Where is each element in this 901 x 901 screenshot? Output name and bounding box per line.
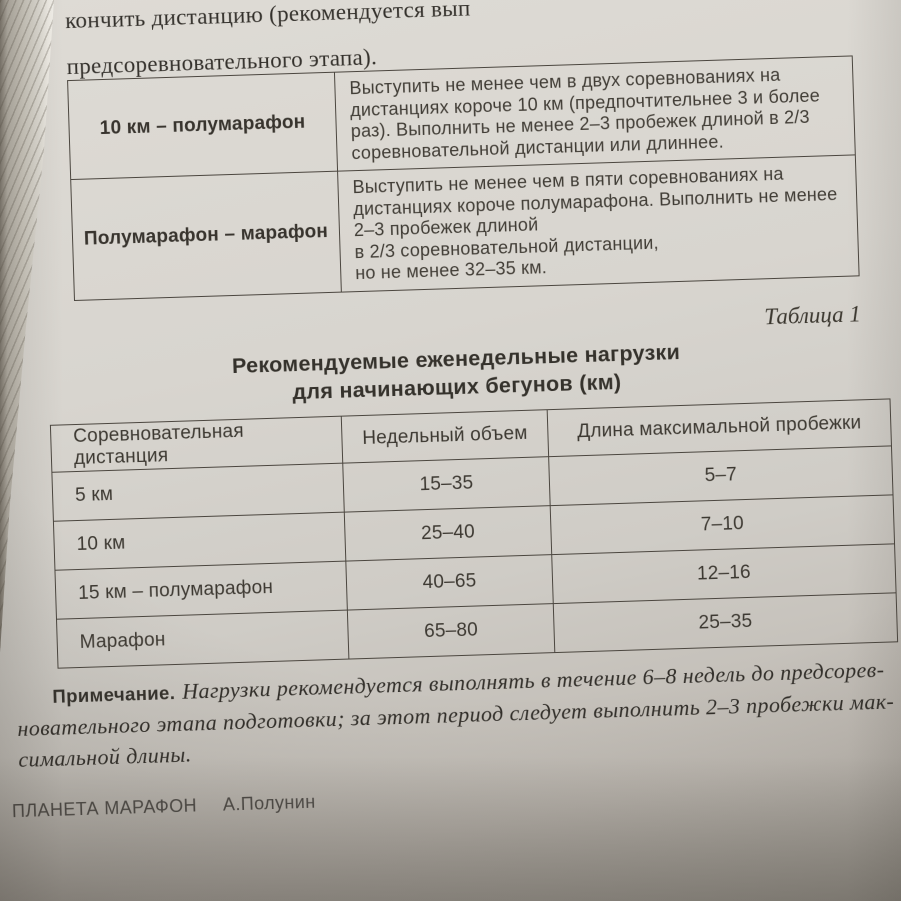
footer-brand: ПЛАНЕТА МАРАФОН — [11, 795, 198, 822]
max-run-cell: 25–35 — [553, 592, 898, 653]
weekly-volume-cell: 15–35 — [342, 456, 551, 513]
note-paragraph: Примечание. Нагрузки рекомендуется выполн… — [16, 650, 901, 775]
requirements-cell: Выступить не менее чем в пяти соревнован… — [337, 154, 860, 292]
table-row: Полумарафон – марафон Выступить не менее… — [70, 154, 860, 300]
requirements-cell: Выступить не менее чем в двух соревнован… — [334, 55, 856, 172]
distance-range-cell: 10 км – полумарафон — [67, 72, 338, 180]
weekly-volume-cell: 25–40 — [344, 505, 552, 562]
weekly-volume-cell: 40–65 — [345, 554, 554, 611]
distance-range-cell: Полумарафон – марафон — [70, 171, 342, 300]
loads-table: Соревновательная дистанция Недельный объ… — [50, 398, 898, 669]
page-footer: ПЛАНЕТА МАРАФОН А.Полунин — [12, 792, 316, 823]
note-label: Примечание. — [52, 682, 176, 707]
preparation-table: 10 км – полумарафон Выступить не менее ч… — [67, 55, 860, 300]
distance-cell: Марафон — [56, 610, 349, 669]
footer-author: А.Полунин — [222, 791, 316, 815]
column-header: Недельный объем — [341, 409, 549, 464]
weekly-volume-cell: 65–80 — [347, 603, 555, 660]
